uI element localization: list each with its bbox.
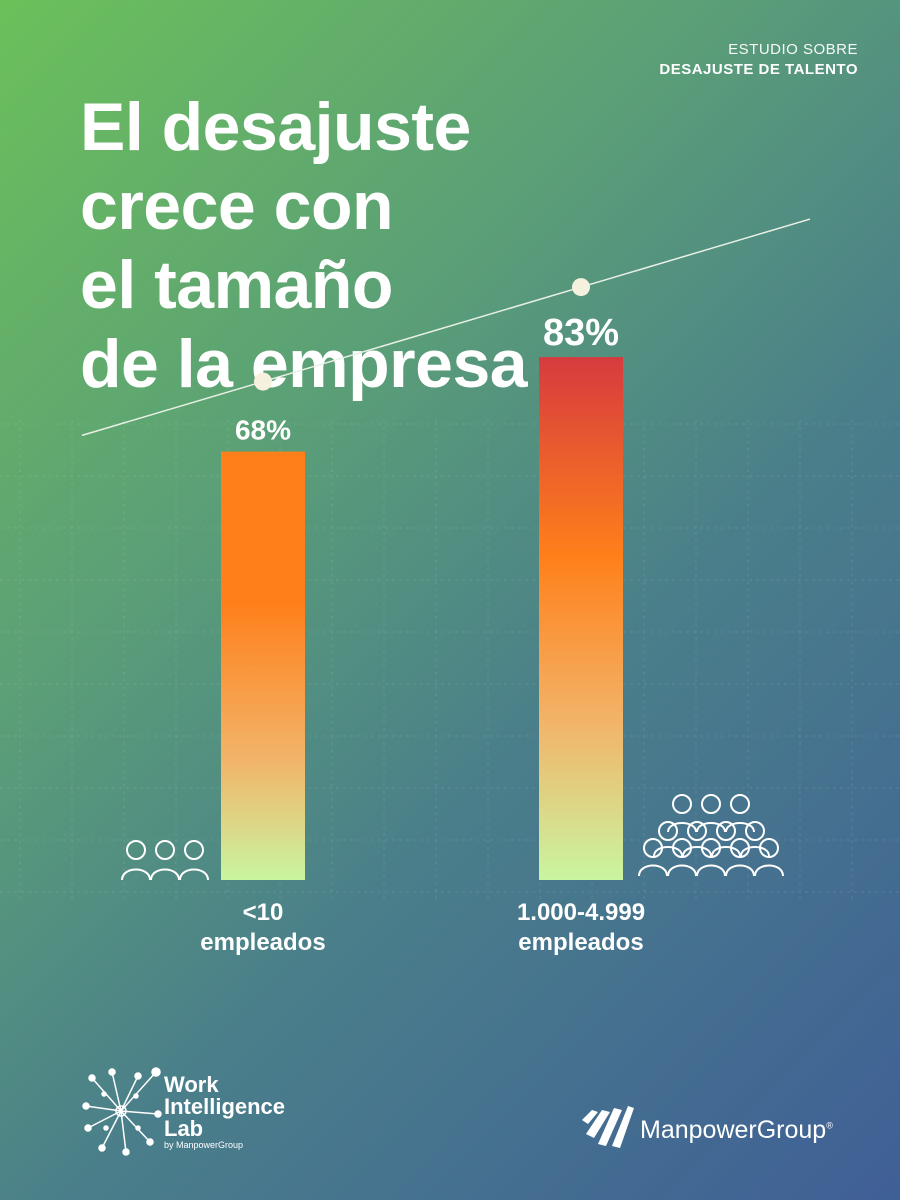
wil-line: Lab [164, 1116, 204, 1141]
category-label-line: <10 [242, 899, 284, 926]
wil-line: Work [164, 1072, 219, 1097]
category-label-line: empleados [200, 929, 326, 956]
category-label-large: 1.000-4.999 empleados [451, 898, 711, 958]
trend-line [81, 218, 811, 437]
trend-marker [254, 372, 272, 391]
wil-line: Intelligence [164, 1094, 286, 1119]
category-label-line: empleados [518, 929, 644, 956]
manpower-wordmark: ManpowerGroup® [640, 1116, 833, 1144]
eyebrow: ESTUDIO SOBRE DESAJUSTE DE TALENTO [659, 40, 858, 80]
bar [221, 451, 305, 880]
category-label-small: <10 empleados [133, 898, 393, 958]
headline-line: el tamaño [80, 247, 393, 323]
manpower-mark-icon [582, 1106, 634, 1148]
crowd-icon [636, 790, 786, 885]
headline-line: de la empresa [80, 326, 528, 402]
wil-byline: by ManpowerGroup [164, 1140, 244, 1150]
bar-value-label: 68% [235, 415, 291, 446]
network-logo-icon [82, 1067, 162, 1156]
headline-line: crece con [80, 168, 394, 244]
headline: El desajuste crece con el tamaño de la e… [80, 88, 528, 404]
manpowergroup-logo: ManpowerGroup® [578, 1100, 858, 1150]
wil-wordmark: Work Intelligence Lab [164, 1074, 285, 1140]
eyebrow-bottom: DESAJUSTE DE TALENTO [659, 61, 858, 78]
headline-line: El desajuste [80, 89, 471, 165]
bar [539, 357, 623, 881]
bar-value-label: 83% [543, 312, 619, 354]
trend-marker [572, 278, 590, 297]
people-group-icon [120, 836, 212, 887]
category-label-line: 1.000-4.999 [516, 899, 646, 926]
work-intelligence-lab-logo: Work Intelligence Lab by ManpowerGroup [80, 1066, 300, 1156]
manpower-wordmark-text: ManpowerGroup [640, 1116, 827, 1144]
eyebrow-top: ESTUDIO SOBRE [728, 41, 858, 58]
